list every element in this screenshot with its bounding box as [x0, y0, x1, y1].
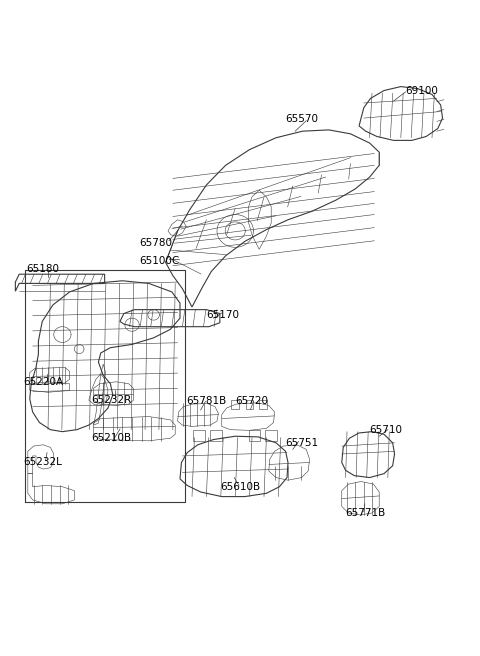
Text: 69100: 69100: [406, 85, 438, 96]
Text: 65781B: 65781B: [186, 396, 227, 407]
Text: 65220A: 65220A: [23, 377, 63, 387]
Text: 65710: 65710: [370, 424, 403, 435]
Text: 65780: 65780: [139, 237, 172, 248]
Text: 65610B: 65610B: [220, 482, 260, 492]
Text: 65232R: 65232R: [91, 395, 132, 405]
Text: 65232L: 65232L: [23, 457, 62, 467]
Text: 65570: 65570: [286, 114, 319, 125]
Text: 65720: 65720: [235, 396, 268, 407]
Text: 65170: 65170: [206, 310, 240, 320]
Text: 65771B: 65771B: [346, 508, 386, 518]
Text: 65180: 65180: [26, 264, 60, 274]
Text: 65751: 65751: [286, 438, 319, 448]
Text: 65100C: 65100C: [139, 256, 180, 266]
Text: 65210B: 65210B: [91, 433, 132, 443]
